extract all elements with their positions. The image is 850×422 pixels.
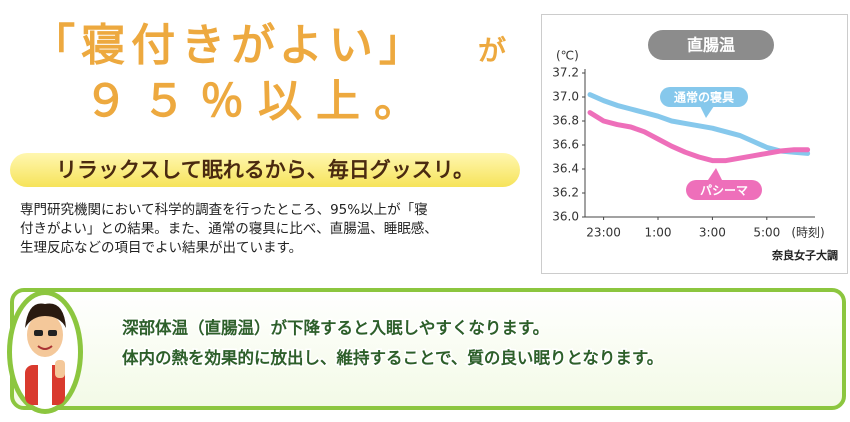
subheadline: リラックスして眠れるから、毎日グッスリ。 xyxy=(56,158,474,182)
y-tick-label: 36.4 xyxy=(552,162,579,176)
x-tick-label: 3:00 xyxy=(699,226,726,240)
x-tick-label: 5:00 xyxy=(753,226,780,240)
body-text: 付きがよい」との結果。また、通常の寝具に比べ、直腸温、睡眠感、 xyxy=(20,220,438,237)
series-line xyxy=(587,92,811,156)
y-tick-label: 36.8 xyxy=(552,114,579,128)
x-axis-label: (時刻) xyxy=(791,226,824,240)
headline-particle: が xyxy=(478,34,506,67)
source: 奈良女子大調 xyxy=(771,248,838,262)
y-unit: (℃) xyxy=(556,49,579,63)
y-tick-label: 37.0 xyxy=(552,90,579,104)
legend-label: パシーマ xyxy=(700,184,748,198)
y-tick-label: 37.2 xyxy=(552,66,579,80)
chart-title-pill xyxy=(648,30,774,60)
body-text: 専門研究機関において科学的調査を行ったところ、95%以上が「寝 xyxy=(20,201,428,218)
headline: 「寝付きがよい」 xyxy=(31,20,429,71)
character xyxy=(7,290,83,414)
note-text: 深部体温（直腸温）が下降すると入眠しやすくなります。 xyxy=(122,318,549,338)
legend-label: 通常の寝具 xyxy=(674,90,734,105)
callout xyxy=(660,87,748,107)
note-text: 体内の熱を効果的に放出し、維持することで、質の良い眠りとなります。 xyxy=(122,348,663,368)
callout xyxy=(686,180,762,200)
y-tick-label: 36.6 xyxy=(552,138,579,152)
x-tick-label: 23:00 xyxy=(586,226,621,240)
x-tick-label: 1:00 xyxy=(645,226,672,240)
series-line xyxy=(587,110,811,164)
chart-title: 直腸温 xyxy=(687,36,735,55)
headline: ９５％以上。 xyxy=(84,76,432,127)
callout-tail xyxy=(700,106,714,118)
chart-panel xyxy=(541,14,848,274)
highlight xyxy=(10,153,520,187)
y-tick-label: 36.0 xyxy=(552,210,579,224)
chart: 36.0 36.2 36.4 36.6 36.8 37.0 37.2 23:00 1:00 3:0… xyxy=(552,66,815,240)
callout-tail xyxy=(708,168,722,180)
y-tick-label: 36.2 xyxy=(552,186,579,200)
body-text: 生理反応などの項目でよい結果が出ています。 xyxy=(20,240,302,256)
